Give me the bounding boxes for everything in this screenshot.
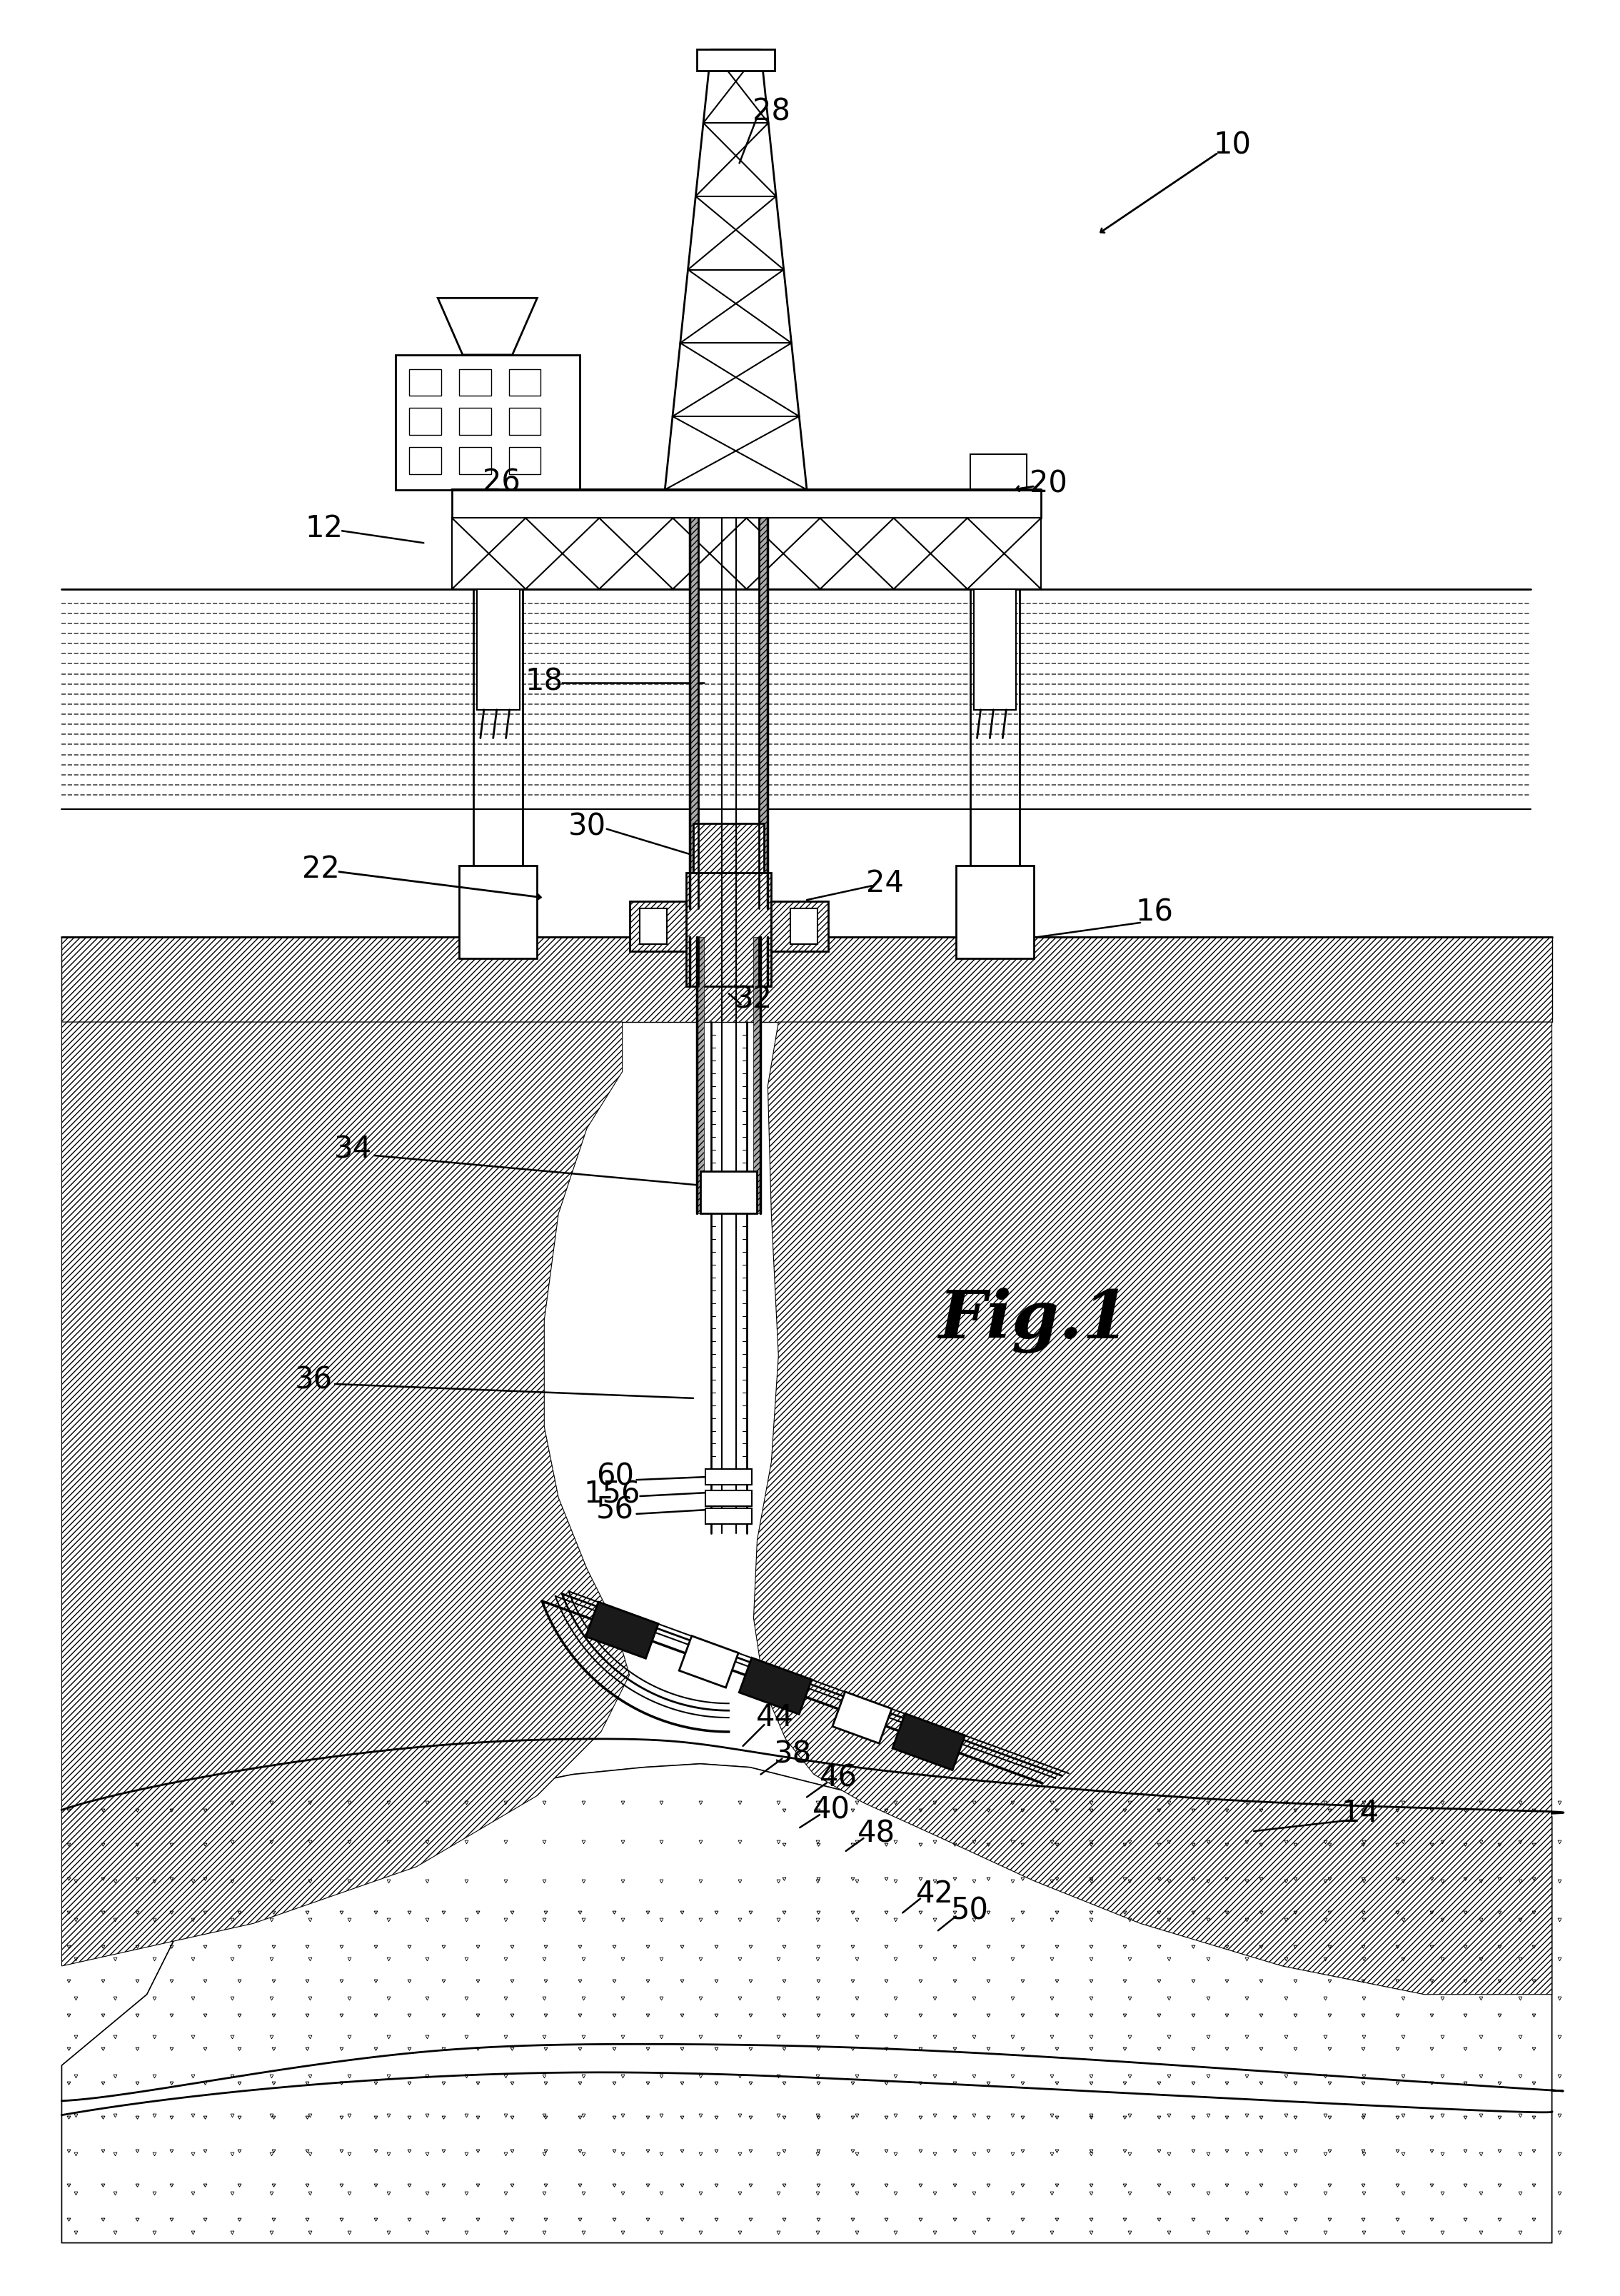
Polygon shape [700,1171,757,1215]
Text: 32: 32 [734,985,773,1015]
Text: 22: 22 [301,854,340,884]
Bar [395,356,580,489]
Bar [458,448,491,473]
Polygon shape [62,937,1552,1022]
Polygon shape [739,1658,812,1715]
Bar [410,409,441,434]
Polygon shape [753,937,761,1215]
Bar [974,590,1016,709]
Polygon shape [705,1469,752,1486]
Polygon shape [956,866,1034,957]
Polygon shape [697,51,774,71]
Text: 20: 20 [1029,468,1068,498]
Polygon shape [62,1763,1552,2243]
Polygon shape [62,1022,630,1965]
Polygon shape [452,489,1042,519]
Text: 30: 30 [569,813,606,843]
Text: 156: 156 [583,1479,640,1508]
Bar [476,590,520,709]
Text: 50: 50 [951,1896,988,1926]
Polygon shape [586,1603,658,1658]
Text: 40: 40 [813,1795,851,1825]
Text: 60: 60 [596,1460,633,1492]
Polygon shape [760,519,768,909]
Text: 12: 12 [306,514,343,544]
Polygon shape [893,1713,966,1770]
Text: 14: 14 [1341,1798,1379,1828]
Text: Fig.1: Fig.1 [938,1288,1129,1352]
Polygon shape [697,937,705,1215]
Text: 38: 38 [774,1740,812,1770]
Polygon shape [705,1490,752,1506]
Polygon shape [679,1635,739,1688]
Polygon shape [690,519,698,909]
Polygon shape [753,1022,1552,1995]
Bar [410,370,441,395]
Polygon shape [687,872,771,987]
Polygon shape [62,1763,1552,2243]
Text: 34: 34 [334,1134,371,1164]
Text: 56: 56 [596,1495,633,1525]
Polygon shape [771,902,828,951]
Text: 26: 26 [483,468,520,498]
Text: 42: 42 [915,1878,954,1908]
Text: 46: 46 [820,1763,857,1793]
Text: 36: 36 [295,1366,332,1396]
Text: 16: 16 [1136,898,1173,928]
Bar [640,909,667,944]
Bar [410,448,441,473]
Bar [509,409,541,434]
Text: 10: 10 [1213,131,1252,161]
Bar [458,370,491,395]
Bar [509,370,541,395]
Bar [970,455,1027,489]
Text: 44: 44 [757,1704,794,1733]
Polygon shape [630,902,687,951]
Polygon shape [458,866,538,957]
Polygon shape [833,1692,891,1743]
Bar [509,448,541,473]
Bar [458,409,491,434]
Polygon shape [705,1508,752,1525]
Polygon shape [693,824,765,872]
Bar [791,909,818,944]
Text: 18: 18 [525,666,564,696]
Text: 48: 48 [857,1818,896,1848]
Text: 24: 24 [867,868,904,898]
Text: 28: 28 [752,96,791,126]
Polygon shape [452,519,1042,590]
Polygon shape [437,298,538,356]
